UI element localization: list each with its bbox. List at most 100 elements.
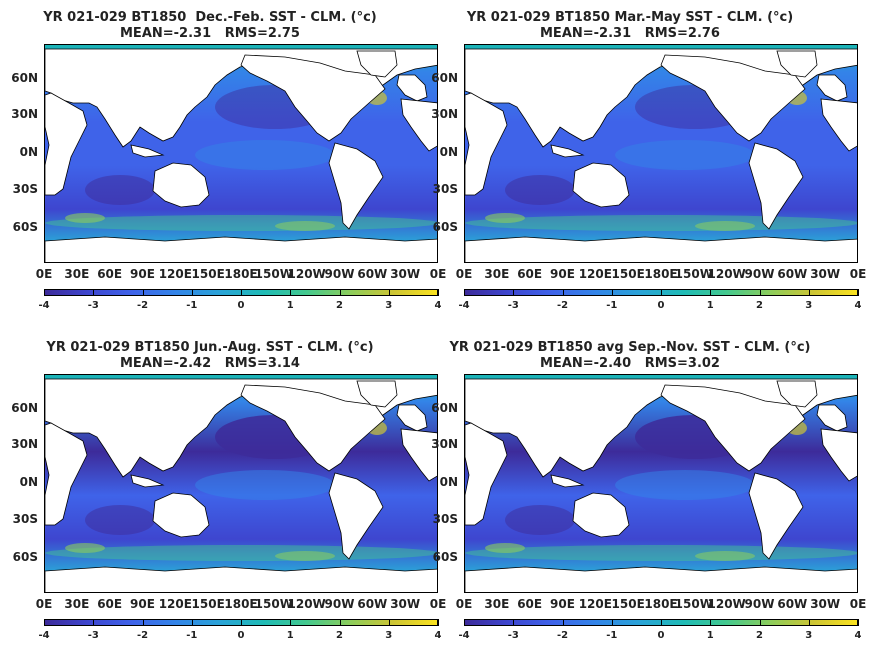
landmass-south-america: [328, 142, 384, 230]
panel-title: YR 021-029 BT1850 avg Sep.-Nov. SST - CL…: [449, 340, 811, 355]
colorbar-tick-label: 2: [756, 630, 763, 641]
colorbar-tick-label: -2: [556, 300, 569, 311]
colorbar-tick-mark: [290, 289, 292, 296]
lat-label: 30N: [431, 107, 458, 121]
colorbar-tick-label: -1: [606, 300, 618, 311]
south-indian-cool: [505, 175, 575, 205]
landmass-australia: [152, 162, 210, 208]
lon-label: 120E: [578, 267, 612, 281]
colorbar-tick-mark: [808, 289, 810, 296]
lat-label: 30N: [431, 437, 458, 451]
lon-label: 120W: [707, 597, 746, 611]
colorbar-tick-mark: [44, 289, 45, 296]
landmass-greenland: [776, 380, 818, 408]
lat-label: 0N: [19, 475, 38, 489]
lon-label: 180E: [644, 267, 678, 281]
colorbar-tick-label: -3: [507, 630, 519, 641]
lon-label: 90W: [324, 267, 355, 281]
colorbar-tick-label: -4: [38, 630, 50, 641]
colorbar-tick-label: 1: [286, 630, 294, 641]
landmass-antarctica: [465, 566, 857, 592]
panel-stats: MEAN=-2.40 RMS=3.02: [540, 356, 720, 371]
lon-label: 90E: [550, 597, 575, 611]
lon-label: 30E: [484, 597, 510, 611]
lon-label: 180E: [644, 597, 678, 611]
landmass-europe-west: [816, 74, 848, 102]
landmass-south-america: [748, 142, 804, 230]
lon-label: 0E: [455, 267, 473, 281]
lon-label: 0E: [455, 597, 473, 611]
colorbar-tick-label: 2: [336, 630, 343, 641]
lat-label: 30S: [12, 182, 38, 196]
lon-label: 60E: [97, 267, 123, 281]
lon-label: 30E: [484, 267, 510, 281]
colorbar-tick-mark: [513, 289, 515, 296]
colorbar-tick-mark: [513, 619, 515, 626]
lat-label: 60N: [431, 401, 458, 415]
lat-label: 30S: [432, 512, 458, 526]
lat-label: 60N: [11, 401, 38, 415]
lon-label: 60E: [517, 597, 543, 611]
lon-label: 150W: [674, 267, 713, 281]
colorbar-tick-label: -4: [458, 630, 470, 641]
colorbar-tick-mark: [93, 619, 95, 626]
south-pacific-warm: [695, 551, 755, 561]
colorbar-tick-mark: [241, 619, 242, 626]
colorbar-tick-label: 0: [237, 300, 245, 311]
colorbar-tick-label: -2: [556, 630, 569, 641]
colorbar-tick-label: 1: [286, 300, 294, 311]
south-pacific-warm: [275, 221, 335, 231]
colorbar-tick-mark: [759, 619, 761, 626]
landmass-greenland: [356, 380, 398, 408]
panel-title: YR 021-029 BT1850 Dec.-Feb. SST - CLM. (…: [43, 10, 377, 25]
sst-map: [464, 374, 858, 593]
colorbar-tick-label: -2: [136, 630, 149, 641]
southern-ocean-band: [465, 545, 857, 561]
lon-label: 150W: [674, 597, 713, 611]
lon-label: 90E: [550, 267, 575, 281]
colorbar-tick-mark: [388, 289, 390, 296]
lon-label: 90W: [744, 597, 775, 611]
colorbar-tick-mark: [290, 619, 292, 626]
panel-djf: YR 021-029 BT1850 Dec.-Feb. SST - CLM. (…: [0, 0, 446, 320]
lon-label: 120W: [707, 267, 746, 281]
southern-ocean-band: [465, 215, 857, 231]
panel-title: YR 021-029 BT1850 Jun.-Aug. SST - CLM. (…: [46, 340, 374, 355]
colorbar-tick-mark: [562, 619, 564, 626]
colorbar-tick-mark: [464, 619, 465, 626]
landmass-greenland: [356, 50, 398, 78]
colorbar-tick-label: -4: [38, 300, 50, 311]
lon-label: 60E: [517, 267, 543, 281]
south-indian-cool: [85, 175, 155, 205]
south-pacific-warm: [275, 551, 335, 561]
landmass-south-america: [748, 472, 804, 560]
lon-label: 60W: [357, 267, 388, 281]
colorbar-tick-label: 4: [434, 300, 442, 311]
lat-label: 30S: [432, 182, 458, 196]
lon-label: 90W: [324, 597, 355, 611]
colorbar-tick-label: -1: [186, 300, 198, 311]
lon-label: 30W: [810, 597, 841, 611]
lat-label: 0N: [439, 475, 458, 489]
lon-label: 150E: [611, 267, 645, 281]
sst-map: [44, 374, 438, 593]
lon-label: 0E: [35, 597, 53, 611]
lon-label: 30E: [64, 597, 90, 611]
landmass-north-america: [240, 384, 386, 472]
colorbar-tick-mark: [142, 289, 144, 296]
landmass-europe-west: [396, 404, 428, 432]
sst-field-svg: [465, 45, 857, 262]
lon-label: 60W: [357, 597, 388, 611]
landmass-se-asia-islands: [550, 144, 585, 158]
lat-label: 30N: [11, 437, 38, 451]
south-indian-cool: [85, 505, 155, 535]
lon-label: 120E: [578, 597, 612, 611]
lat-label: 60S: [432, 220, 458, 234]
agulhas-warm: [65, 213, 105, 223]
lon-label: 60W: [777, 597, 808, 611]
colorbar-tick-mark: [858, 619, 859, 626]
colorbar-tick-mark: [339, 619, 341, 626]
lat-label: 0N: [19, 145, 38, 159]
landmass-greenland: [776, 50, 818, 78]
landmass-africa-east: [400, 428, 437, 482]
